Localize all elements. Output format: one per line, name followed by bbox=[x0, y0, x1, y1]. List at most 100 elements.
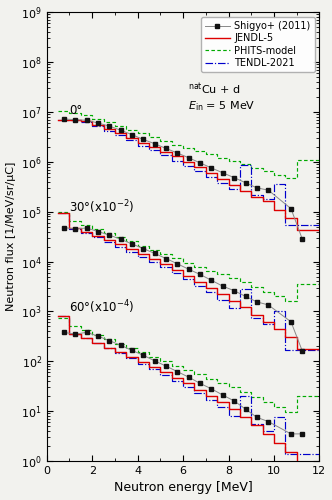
TENDL-2021 bbox=[306, 222, 310, 228]
Shigyo+ (2011) bbox=[119, 127, 123, 133]
TENDL-2021 bbox=[102, 123, 106, 129]
Shigyo+ (2011) bbox=[255, 185, 259, 191]
TENDL-2021 bbox=[79, 120, 83, 126]
PHITS-model bbox=[147, 130, 151, 136]
TENDL-2021 bbox=[181, 163, 185, 169]
TENDL-2021 bbox=[226, 186, 230, 192]
PHITS-model bbox=[261, 168, 265, 174]
JENDL-5 bbox=[181, 159, 185, 165]
JENDL-5 bbox=[147, 140, 151, 146]
TENDL-2021 bbox=[249, 192, 253, 198]
JENDL-5 bbox=[67, 116, 71, 122]
PHITS-model bbox=[181, 142, 185, 148]
JENDL-5 bbox=[124, 135, 128, 141]
PHITS-model bbox=[124, 123, 128, 129]
JENDL-5 bbox=[306, 228, 310, 234]
PHITS-model bbox=[295, 156, 299, 162]
TENDL-2021 bbox=[124, 132, 128, 138]
PHITS-model bbox=[67, 110, 71, 116]
PHITS-model bbox=[204, 148, 208, 154]
Shigyo+ (2011) bbox=[153, 140, 157, 146]
JENDL-5 bbox=[272, 198, 276, 204]
TENDL-2021 bbox=[147, 142, 151, 148]
JENDL-5 bbox=[249, 188, 253, 194]
Shigyo+ (2011) bbox=[164, 146, 168, 152]
JENDL-5 bbox=[147, 144, 151, 150]
Shigyo+ (2011) bbox=[300, 236, 304, 242]
TENDL-2021 bbox=[67, 116, 71, 122]
PHITS-model bbox=[170, 138, 174, 144]
PHITS-model bbox=[204, 152, 208, 158]
PHITS-model bbox=[283, 174, 287, 180]
TENDL-2021 bbox=[158, 148, 162, 154]
PHITS-model bbox=[215, 155, 219, 161]
JENDL-5 bbox=[272, 206, 276, 212]
Shigyo+ (2011) bbox=[198, 160, 202, 166]
PHITS-model bbox=[181, 145, 185, 151]
JENDL-5 bbox=[226, 176, 230, 182]
TENDL-2021 bbox=[295, 222, 299, 228]
Shigyo+ (2011) bbox=[232, 174, 236, 180]
PHITS-model bbox=[79, 112, 83, 118]
TENDL-2021 bbox=[170, 158, 174, 164]
Shigyo+ (2011) bbox=[221, 170, 225, 176]
JENDL-5 bbox=[158, 144, 162, 150]
PHITS-model bbox=[113, 123, 117, 129]
TENDL-2021 bbox=[261, 196, 265, 202]
TENDL-2021 bbox=[193, 163, 197, 169]
JENDL-5 bbox=[56, 116, 60, 122]
Shigyo+ (2011) bbox=[73, 116, 77, 122]
TENDL-2021 bbox=[249, 162, 253, 168]
TENDL-2021 bbox=[90, 123, 94, 129]
TENDL-2021 bbox=[204, 168, 208, 174]
TENDL-2021 bbox=[102, 128, 106, 134]
TENDL-2021 bbox=[79, 118, 83, 124]
PHITS-model bbox=[147, 134, 151, 140]
X-axis label: Neutron energy [MeV]: Neutron energy [MeV] bbox=[114, 482, 252, 494]
JENDL-5 bbox=[317, 228, 321, 234]
Shigyo+ (2011) bbox=[187, 155, 191, 161]
JENDL-5 bbox=[193, 164, 197, 170]
Y-axis label: Neutron flux [1/MeV/sr/μC]: Neutron flux [1/MeV/sr/μC] bbox=[6, 162, 16, 312]
PHITS-model bbox=[193, 148, 197, 154]
PHITS-model bbox=[56, 108, 60, 114]
PHITS-model bbox=[67, 108, 71, 114]
PHITS-model bbox=[261, 165, 265, 171]
JENDL-5 bbox=[204, 164, 208, 170]
PHITS-model bbox=[295, 174, 299, 180]
TENDL-2021 bbox=[67, 118, 71, 124]
Shigyo+ (2011) bbox=[85, 118, 89, 124]
JENDL-5 bbox=[238, 182, 242, 188]
JENDL-5 bbox=[295, 228, 299, 234]
JENDL-5 bbox=[261, 194, 265, 200]
TENDL-2021 bbox=[56, 116, 60, 122]
JENDL-5 bbox=[215, 176, 219, 182]
TENDL-2021 bbox=[124, 138, 128, 143]
TENDL-2021 bbox=[306, 222, 310, 228]
TENDL-2021 bbox=[261, 192, 265, 198]
Shigyo+ (2011) bbox=[244, 180, 248, 186]
Shigyo+ (2011) bbox=[289, 206, 293, 212]
PHITS-model bbox=[249, 161, 253, 167]
TENDL-2021 bbox=[136, 138, 140, 143]
PHITS-model bbox=[136, 130, 140, 136]
JENDL-5 bbox=[306, 228, 310, 234]
Legend: Shigyo+ (2011), JENDL-5, PHITS-model, TENDL-2021: Shigyo+ (2011), JENDL-5, PHITS-model, TE… bbox=[201, 17, 314, 72]
JENDL-5 bbox=[136, 140, 140, 146]
JENDL-5 bbox=[102, 122, 106, 128]
PHITS-model bbox=[306, 156, 310, 162]
PHITS-model bbox=[90, 112, 94, 118]
Text: 0°: 0° bbox=[69, 104, 83, 117]
JENDL-5 bbox=[136, 135, 140, 141]
PHITS-model bbox=[238, 161, 242, 167]
JENDL-5 bbox=[79, 116, 83, 122]
Shigyo+ (2011) bbox=[175, 150, 179, 156]
TENDL-2021 bbox=[90, 120, 94, 126]
Line: Shigyo+ (2011): Shigyo+ (2011) bbox=[61, 116, 305, 242]
JENDL-5 bbox=[90, 122, 94, 128]
JENDL-5 bbox=[181, 154, 185, 160]
TENDL-2021 bbox=[193, 168, 197, 174]
Shigyo+ (2011) bbox=[130, 132, 134, 138]
PHITS-model bbox=[272, 168, 276, 174]
JENDL-5 bbox=[102, 126, 106, 132]
